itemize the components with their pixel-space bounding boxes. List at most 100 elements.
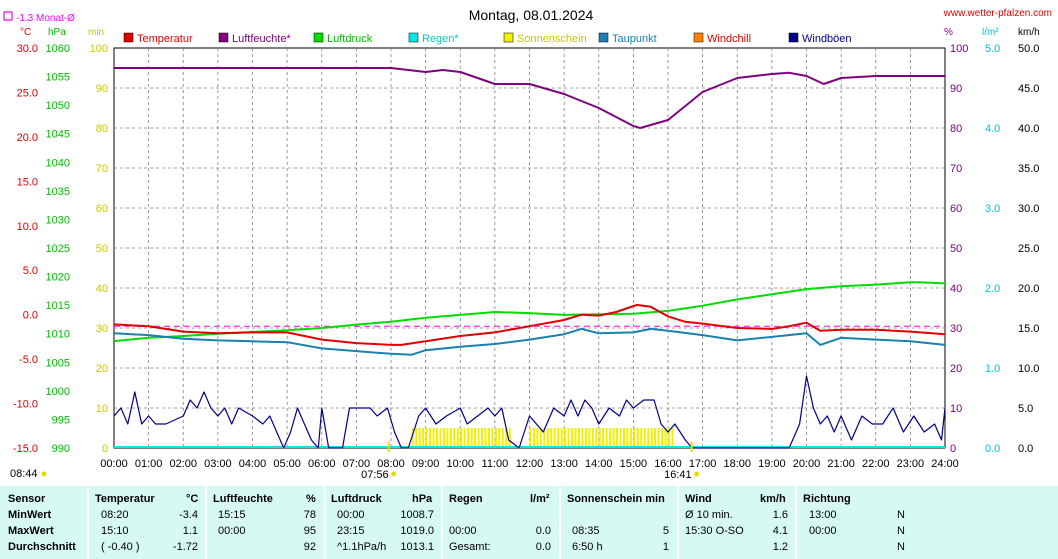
- sunshine-bar: [612, 428, 615, 448]
- stats-wind-label: 15:30 O-SO: [685, 525, 744, 537]
- wind-tick-label: 0.0: [1018, 443, 1033, 455]
- stats-rain-time: 00:00: [449, 525, 477, 537]
- sunshine-bar: [474, 428, 477, 448]
- x-tick-label: 13:00: [550, 458, 578, 470]
- stats-wind-val: 4.1: [772, 525, 788, 537]
- sunshine-bar: [481, 428, 484, 448]
- stats-dir-val: N: [897, 525, 905, 537]
- stats-press-val: 1013.1: [400, 541, 434, 553]
- hdr-wind: Wind: [685, 493, 712, 505]
- sunshine-bar: [605, 428, 608, 448]
- pressure-tick-label: 1060: [46, 43, 70, 55]
- sunshine-bar: [439, 428, 442, 448]
- legend-label: Sonnenschein: [517, 33, 587, 45]
- rain-tick-label: 4.0: [985, 123, 1000, 135]
- minutes-tick-label: 50: [96, 243, 108, 255]
- temp-tick-label: 5.0: [23, 265, 38, 277]
- sunshine-bar: [557, 428, 560, 448]
- stats-temp-val: -3.4: [179, 509, 198, 521]
- rain-tick-label: 5.0: [985, 43, 1000, 55]
- marker-0756-label: 07:56: [361, 469, 389, 481]
- legend-swatch: [408, 32, 419, 43]
- stats-wind-val: 1.6: [772, 509, 788, 521]
- stats-label: Durchschnitt: [8, 541, 76, 553]
- stats-hum-val: 78: [303, 509, 316, 521]
- sunshine-bar: [460, 428, 463, 448]
- sunshine-bar: [668, 428, 670, 448]
- stats-dir-val: N: [897, 509, 905, 521]
- pressure-tick-label: 1040: [46, 157, 70, 169]
- x-tick-label: 00:00: [100, 458, 128, 470]
- sunshine-bar: [619, 428, 622, 448]
- sunshine-bar: [501, 428, 504, 448]
- sunshine-bar: [664, 428, 667, 448]
- x-tick-label: 05:00: [273, 458, 301, 470]
- hdr-wind-unit: km/h: [760, 493, 786, 505]
- legend-swatch: [313, 32, 324, 43]
- x-tick-label: 04:00: [239, 458, 267, 470]
- x-tick-label: 15:00: [620, 458, 648, 470]
- stats-hum-time: 00:00: [218, 525, 246, 537]
- stats-label: MinWert: [8, 509, 52, 521]
- humidity-tick-label: 100: [950, 43, 968, 55]
- humidity-tick-label: 0: [950, 443, 956, 455]
- sunshine-bar: [467, 428, 470, 448]
- hdr-sensor: Sensor: [8, 493, 46, 505]
- rain-tick-label: 0.0: [985, 443, 1000, 455]
- unit-temp: °C: [20, 27, 31, 38]
- sunshine-bar: [463, 428, 466, 448]
- x-tick-label: 22:00: [862, 458, 890, 470]
- sunshine-bar: [536, 428, 539, 448]
- sunshine-bar: [626, 428, 629, 448]
- x-tick-label: 12:00: [516, 458, 544, 470]
- sunshine-bar: [581, 428, 584, 448]
- monthly-avg-icon: [3, 11, 13, 21]
- legend-swatch: [503, 32, 514, 43]
- hdr-rain-unit: l/m²: [530, 493, 550, 505]
- legend-swatch: [693, 32, 704, 43]
- sunshine-bar: [539, 428, 542, 448]
- temp-tick-label: 20.0: [17, 132, 38, 144]
- hdr-temp: Temperatur: [95, 493, 155, 505]
- sunshine-bar: [591, 428, 594, 448]
- sunshine-bar: [456, 428, 459, 448]
- stats-press-val: 1019.0: [400, 525, 434, 537]
- temp-tick-label: -15.0: [13, 443, 38, 455]
- stats-hum-val: 95: [303, 525, 316, 537]
- sunshine-bar: [609, 428, 612, 448]
- weather-chart: Montag, 08.01.2024 www.wetter-pfalzen.co…: [3, 7, 1052, 481]
- humidity-tick-label: 40: [950, 283, 962, 295]
- rain-tick-label: 3.0: [985, 203, 1000, 215]
- pressure-tick-label: 1035: [46, 186, 70, 198]
- stats-hum-val: 92: [303, 541, 316, 553]
- sunshine-bar: [647, 428, 650, 448]
- axes: 30.0 25.0 20.0 15.0 10.0 5.0 0.0 -5.0 -10.0 -15.0…: [13, 43, 1040, 470]
- pressure-tick-label: 1025: [46, 243, 70, 255]
- humidity-tick-label: 80: [950, 123, 962, 135]
- temperature-series: [113, 303, 946, 346]
- sunshine-bar: [429, 428, 432, 448]
- sunshine-bar: [567, 428, 570, 448]
- stats-press-time: 23:15: [337, 525, 365, 537]
- stats-press-time: 00:00: [337, 509, 365, 521]
- sunshine-bar: [432, 428, 435, 448]
- pressure-tick-label: 1030: [46, 214, 70, 226]
- minutes-tick-label: 30: [96, 323, 108, 335]
- minutes-tick-label: 100: [90, 43, 108, 55]
- sunshine-bar: [543, 428, 546, 448]
- sunshine-bar: [508, 428, 511, 448]
- stats-temp-val: 1.1: [182, 525, 198, 537]
- sunshine-bar: [654, 428, 657, 448]
- stats-press-val: 1008.7: [400, 509, 434, 521]
- dewpoint-series: [113, 327, 946, 356]
- minutes-tick-label: 60: [96, 203, 108, 215]
- stats-dir-val: N: [897, 541, 905, 553]
- sunshine-bar: [588, 428, 591, 448]
- wind-tick-label: 45.0: [1018, 83, 1039, 95]
- x-tick-label: 17:00: [689, 458, 717, 470]
- sunshine-bar: [425, 428, 428, 448]
- sunshine-bar: [494, 428, 497, 448]
- stats-sun-val: 1: [662, 541, 669, 553]
- stats-dir-time: 00:00: [809, 525, 837, 537]
- x-tick-label: 21:00: [827, 458, 855, 470]
